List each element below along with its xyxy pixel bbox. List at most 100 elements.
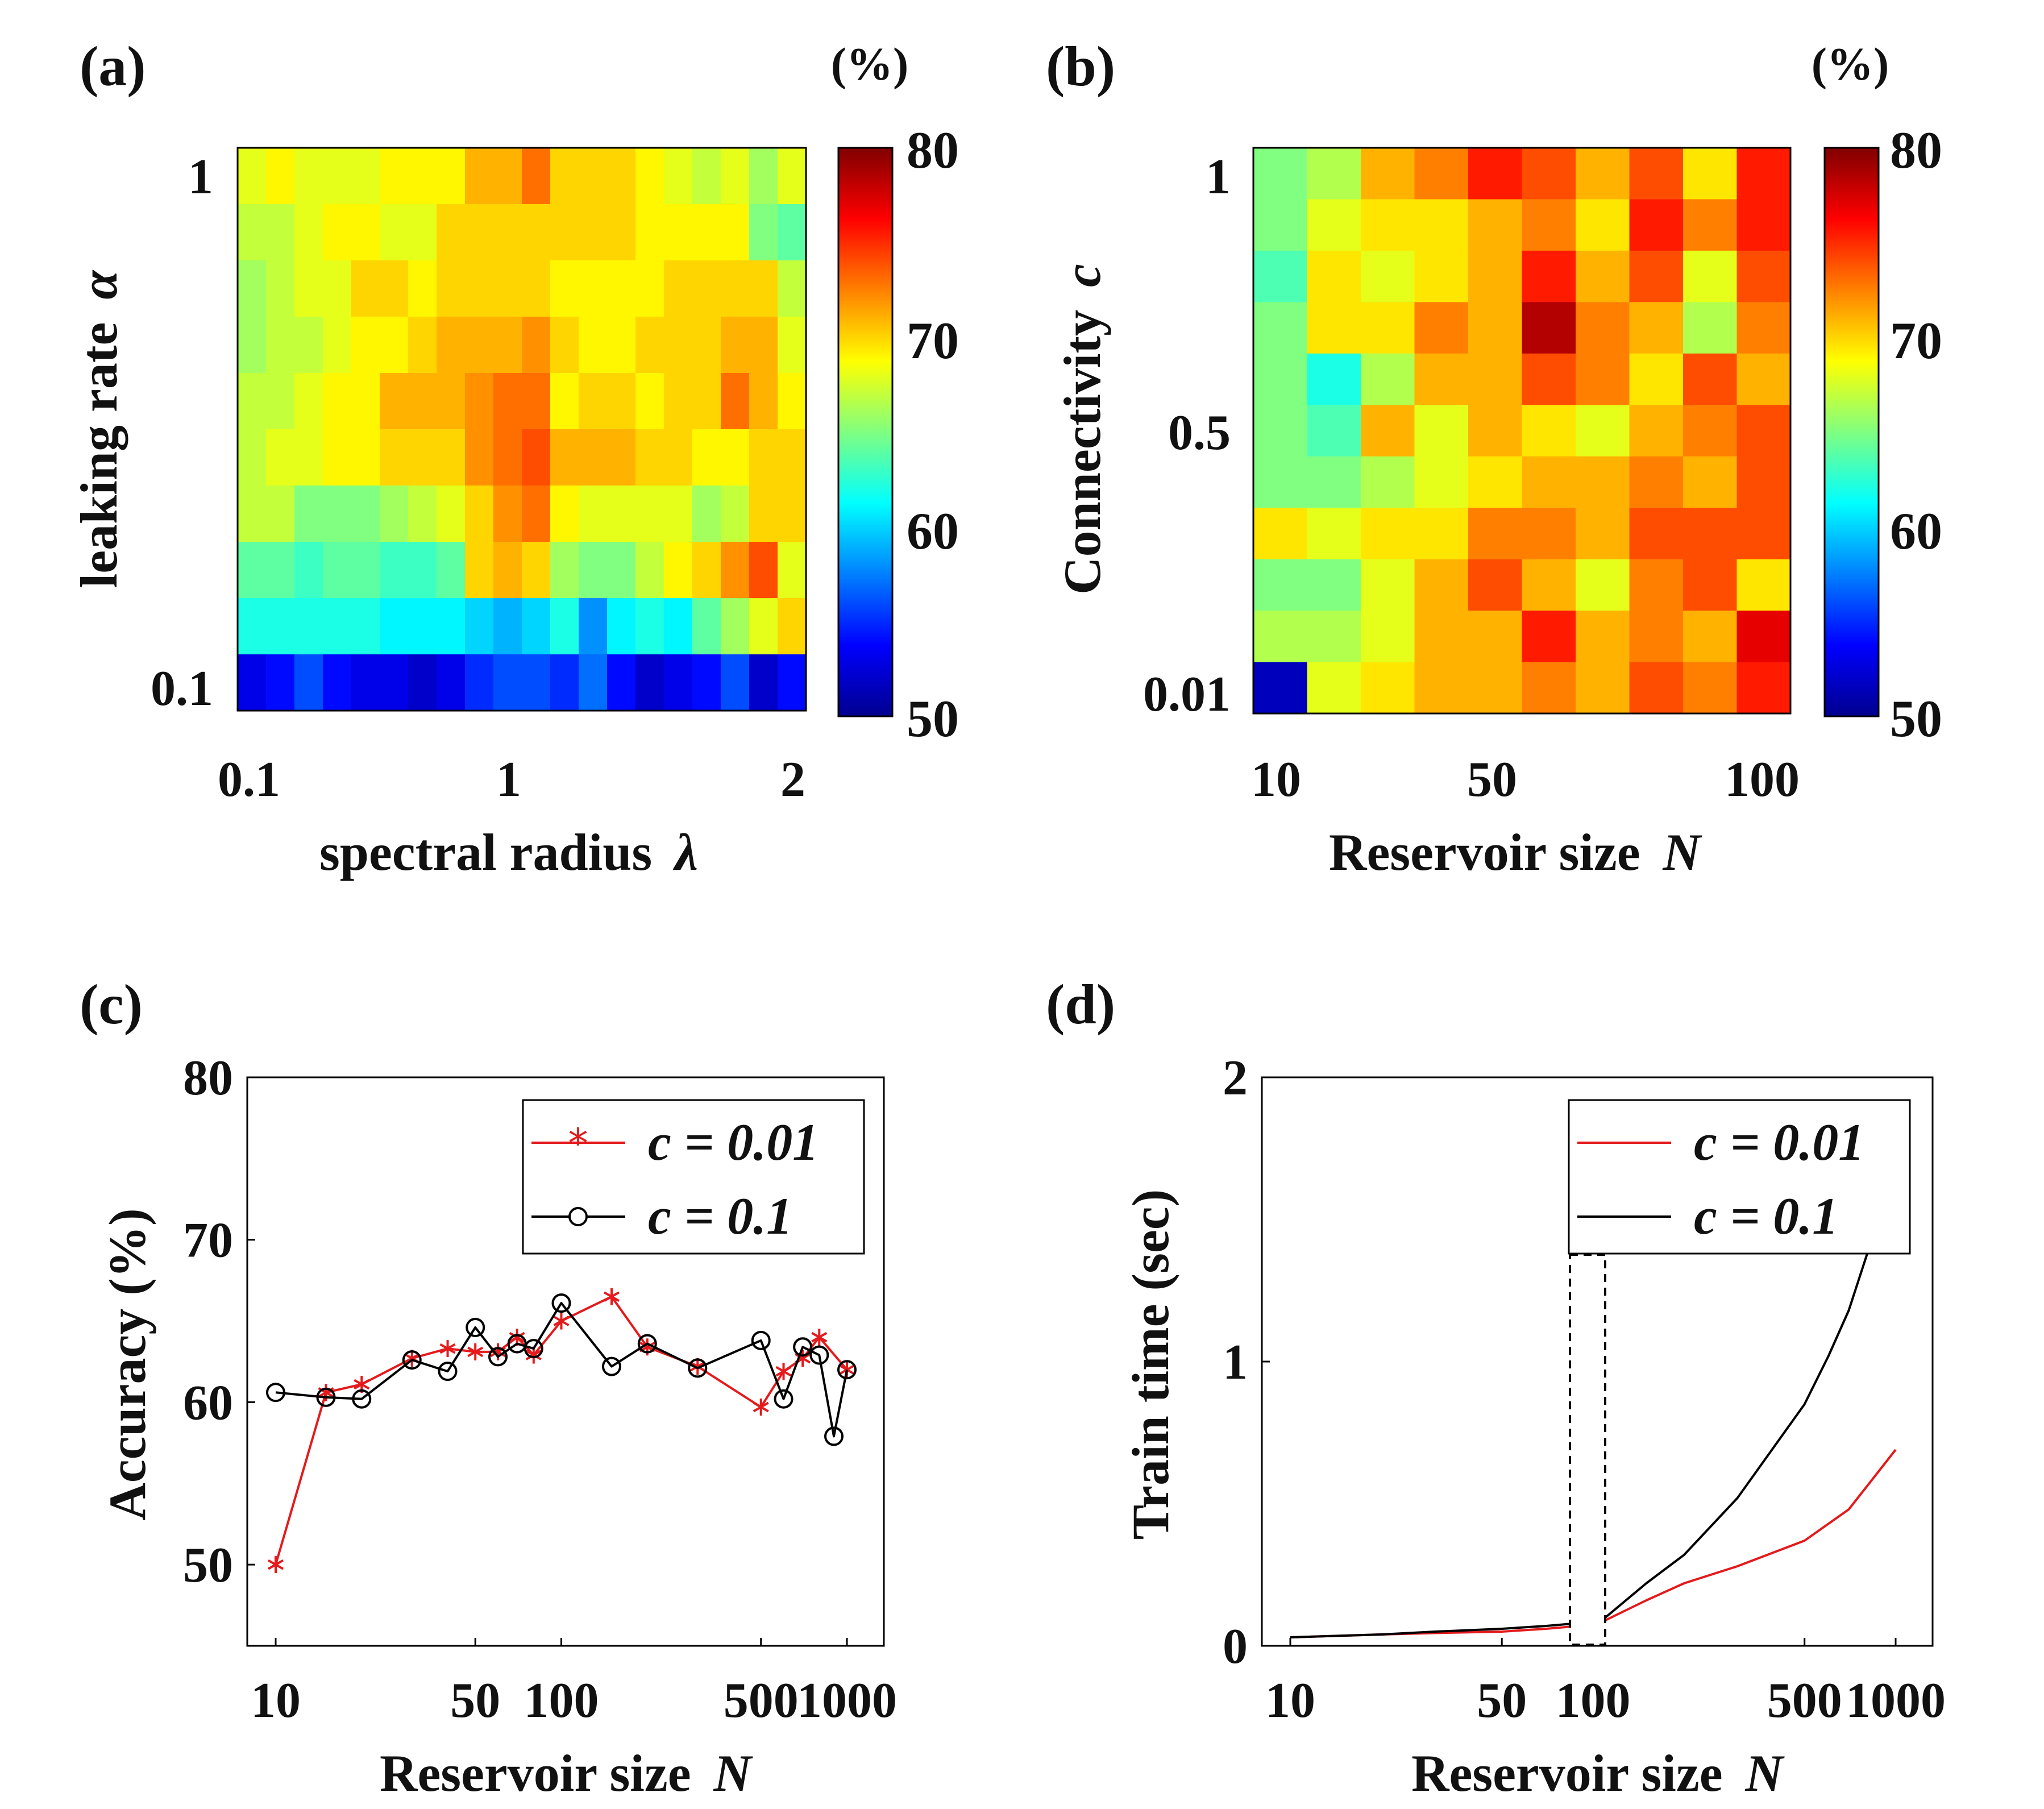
heatmap-a-cell-r0-c11 [550,148,579,205]
heatmap-a-cell-r5-c9 [493,429,522,486]
heatmap-b-cell-r10-c0 [1253,662,1308,714]
heatmap-a-cell-r4-c9 [493,373,522,430]
heatmap-b-cell-r5-c4 [1468,405,1523,457]
heatmap-b-cell-r4-c8 [1683,353,1738,406]
heatmap-b-frame [1252,147,1792,715]
heatmap-b-cell-r3-c5 [1522,302,1576,354]
heatmap-a-cell-r6-c13 [607,486,636,542]
heatmap-b-cell-r1-c6 [1576,199,1630,251]
heatmap-a-cell-r9-c19 [778,654,807,711]
heatmap-b-cell-r3-c4 [1468,302,1523,354]
heatmap-b-cell-r7-c3 [1414,508,1469,560]
heatmap-b-cell-r9-c7 [1629,611,1684,663]
heatmap-a-cell-r3-c8 [465,317,494,374]
heatmap-a-cell-r2-c11 [550,260,579,317]
panel-a-label: (a) [80,35,146,98]
plot-c-ytick-label-70: 70 [183,1213,233,1268]
plot-c-series-1-point-13 [751,1330,771,1350]
plot-d-xtick-label-100: 100 [1556,1673,1631,1728]
heatmap-a-cell-r9-c4 [351,654,380,711]
heatmap-a-cell-r8-c18 [749,598,778,655]
heatmap-a-cell-r9-c2 [294,654,323,711]
heatmap-b-cell-r5-c1 [1307,405,1361,457]
heatmap-a-cell-r6-c3 [323,486,352,542]
heatmap-a-cell-r7-c13 [607,542,636,599]
colorbar-b-tick-60: 60 [1890,502,1942,560]
plot-c-ylabel: Accuracy (%) [98,1208,156,1520]
heatmap-a-cell-r3-c6 [408,317,437,374]
heatmap-a-cell-r5-c0 [238,429,267,486]
heatmap-b-cell-r6-c9 [1736,456,1791,508]
heatmap-a-cell-r3-c10 [522,317,551,374]
heatmap-b-cell-r2-c8 [1683,250,1738,303]
heatmap-b-cell-r2-c1 [1307,250,1361,303]
plot-c-ytick-label-60: 60 [183,1375,233,1430]
heatmap-a-cell-r9-c15 [664,654,693,711]
heatmap-a-cell-r4-c13 [607,373,636,430]
heatmap-b-cell-r0-c8 [1683,148,1738,200]
heatmap-b-ytick-3: 0.01 [1143,667,1231,722]
heatmap-a-cell-r4-c8 [465,373,494,430]
heatmap-a-cell-r1-c16 [692,204,721,261]
heatmap-b-cell-r3-c7 [1629,302,1684,354]
plot-d-legend-box [1568,1099,1911,1255]
plot-d-xtick-label-10: 10 [1265,1673,1315,1728]
heatmap-b-cell-r3-c1 [1307,302,1361,354]
heatmap-b-cell-r5-c5 [1522,405,1576,457]
plot-c-series-1-point-0 [266,1383,285,1403]
heatmap-a-cell-r6-c9 [493,486,522,542]
heatmap-b-cell-r5-c8 [1683,405,1738,457]
heatmap-b-cell-r8-c6 [1576,559,1630,611]
heatmap-a-cell-r9-c6 [408,654,437,711]
heatmap-b-cell-r6-c7 [1629,456,1684,508]
heatmap-b-cell-r6-c5 [1522,456,1576,508]
heatmap-b-cell-r8-c0 [1253,559,1308,611]
heatmap-a-cell-r9-c3 [323,654,352,711]
heatmap-b-cell-r7-c2 [1361,508,1415,560]
heatmap-a-cell-r1-c13 [607,204,636,261]
heatmap-a-cell-r6-c7 [437,486,466,542]
heatmap-b-cell-r1-c0 [1253,199,1308,251]
heatmap-a-cell-r5-c3 [323,429,352,486]
plot-c-series-0-point-5 [467,1343,484,1360]
heatmap-a-cell-r4-c4 [351,373,380,430]
heatmap-a-cell-r3-c9 [493,317,522,374]
plot-c-xtick-label-10: 10 [251,1673,301,1728]
heatmap-a-cell-r8-c15 [664,598,693,655]
heatmap-b-cell-r1-c3 [1414,199,1469,251]
heatmap-a-cell-r2-c12 [579,260,608,317]
heatmap-a-cell-r5-c16 [692,429,721,486]
heatmap-a-cell-r8-c8 [465,598,494,655]
heatmap-b-cell-r6-c1 [1307,456,1361,508]
heatmap-a-cell-r7-c14 [635,542,664,599]
heatmap-a-cell-r4-c12 [579,373,608,430]
heatmap-a-cell-r2-c0 [238,260,267,317]
heatmap-a-cell-r2-c5 [380,260,409,317]
heatmap-b-cell-r6-c0 [1253,456,1308,508]
heatmap-b-cell-r5-c6 [1576,405,1630,457]
heatmap-a-cell-r3-c3 [323,317,352,374]
heatmap-a-cell-r9-c9 [493,654,522,711]
heatmap-b-cell-r3-c9 [1736,302,1791,354]
heatmap-a-cell-r6-c5 [380,486,409,542]
heatmap-b-xtick-3: 100 [1725,752,1800,807]
plot-c-series-1-point-1 [316,1387,336,1407]
heatmap-b-cell-r10-c5 [1522,662,1576,714]
heatmap-a-cell-r6-c8 [465,486,494,542]
heatmap-a-cell-r9-c10 [522,654,551,711]
panel-d: (d) 10 50 100 500 1000 0 1 2 Reservoir size N Tr… [1046,973,1946,1802]
heatmap-a-cell-r9-c7 [437,654,466,711]
plot-c-series-1-point-14 [774,1389,793,1409]
heatmap-b-cell-r9-c1 [1307,611,1361,663]
heatmap-b-cell-r5-c2 [1361,405,1415,457]
heatmap-b-cell-r9-c6 [1576,611,1630,663]
plot-c-series-1-point-9 [551,1293,571,1313]
heatmap-a-cell-r8-c6 [408,598,437,655]
heatmap-a-cell-r5-c18 [749,429,778,486]
panel-b-label: (b) [1046,35,1115,98]
heatmap-b-cell-r9-c0 [1253,611,1308,663]
heatmap-b [1253,148,1791,714]
heatmap-b-cell-r8-c1 [1307,559,1361,611]
plot-c-series-0-point-10 [603,1288,620,1305]
heatmap-a-cell-r9-c17 [721,654,750,711]
